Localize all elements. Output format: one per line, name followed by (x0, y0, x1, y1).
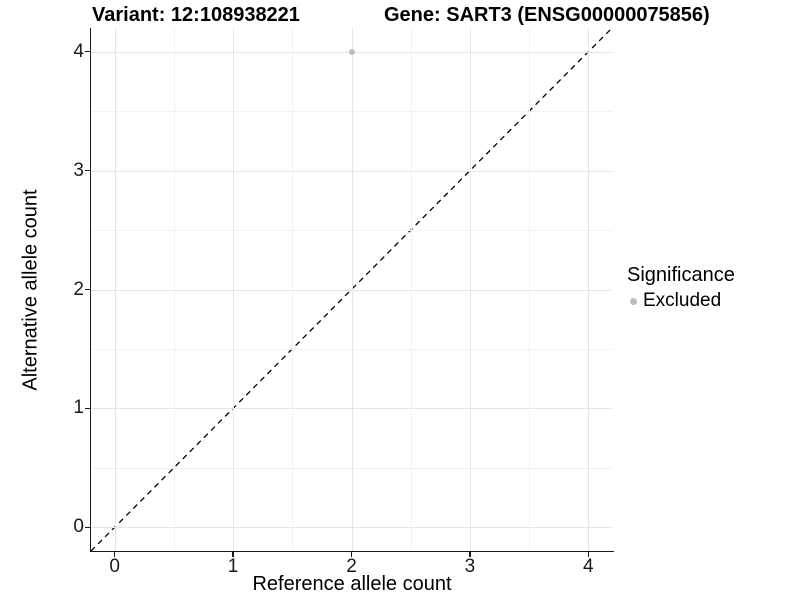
y-major-gridline (91, 408, 612, 410)
legend-item-label: Excluded (643, 290, 722, 311)
x-axis-tick (113, 552, 116, 557)
y-tick-label: 3 (73, 159, 84, 181)
legend-items: Excluded (627, 290, 735, 312)
y-axis-line (90, 28, 92, 552)
gene-title: Gene: SART3 (ENSG00000075856) (384, 4, 710, 26)
y-axis-tick (85, 51, 90, 53)
identity-line (91, 28, 612, 551)
x-tick-label: 3 (464, 556, 476, 577)
y-axis-tick (85, 169, 90, 172)
x-axis-title: Reference allele count (252, 573, 452, 595)
y-axis-tick (85, 407, 90, 410)
x-tick-label: 2 (346, 556, 357, 577)
x-tick-label: 1 (227, 556, 239, 577)
x-axis-tick (350, 552, 353, 557)
x-tick-label: 0 (109, 556, 120, 577)
y-major-gridline (91, 170, 612, 172)
x-axis-tick (587, 552, 589, 557)
y-tick-label: 2 (73, 278, 84, 300)
variant-title: Variant: 12:108938221 (92, 4, 300, 26)
y-major-gridline (91, 527, 612, 529)
y-axis-tick (85, 526, 90, 528)
x-axis-line (90, 551, 614, 553)
y-major-gridline (91, 289, 612, 291)
x-tick-label: 4 (583, 556, 594, 577)
y-tick-label: 0 (73, 516, 84, 538)
legend-item: Excluded (627, 290, 735, 312)
legend-title: Significance (627, 264, 735, 286)
plot-panel (91, 28, 612, 551)
y-tick-label: 1 (73, 397, 84, 419)
x-axis-tick (232, 552, 234, 557)
y-axis-title: Alternative allele count (19, 189, 42, 391)
x-axis-tick (469, 552, 471, 557)
y-tick-label: 4 (73, 40, 84, 62)
legend-marker-dot-icon (630, 297, 637, 305)
data-point (348, 48, 355, 55)
legend: Significance Excluded (627, 264, 735, 312)
y-axis-tick (85, 288, 90, 291)
